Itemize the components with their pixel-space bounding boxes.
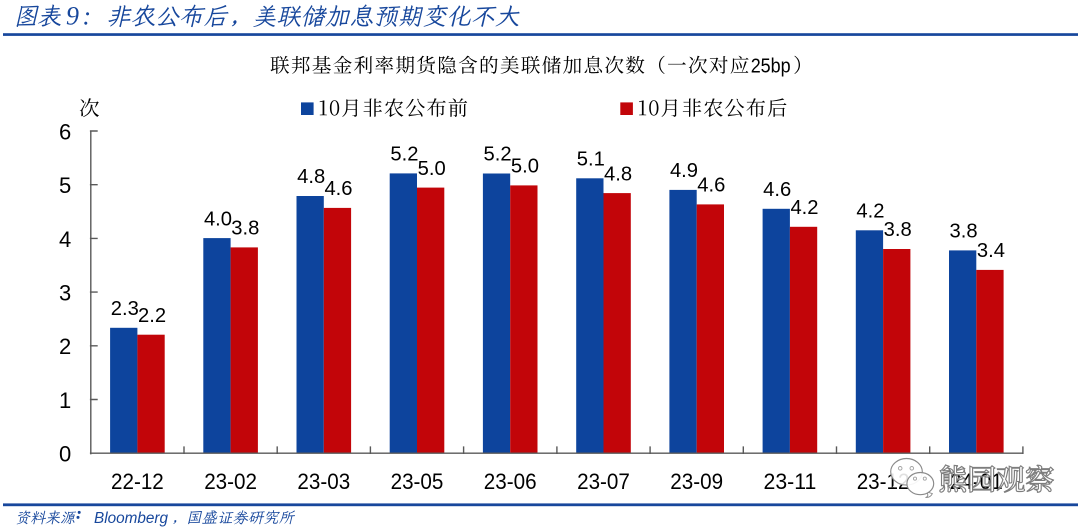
svg-text:3.8: 3.8 xyxy=(231,218,259,240)
svg-text:2.3: 2.3 xyxy=(111,298,139,320)
svg-text:5.2: 5.2 xyxy=(390,144,418,166)
svg-text:5.2: 5.2 xyxy=(484,144,512,166)
svg-text:5.1: 5.1 xyxy=(577,149,605,171)
svg-text:23-11: 23-11 xyxy=(764,469,817,494)
svg-text:5: 5 xyxy=(59,173,71,198)
svg-text:4: 4 xyxy=(59,227,71,252)
svg-text:4.0: 4.0 xyxy=(204,208,232,230)
svg-text:2: 2 xyxy=(59,334,71,359)
svg-text:9: 9 xyxy=(66,2,79,31)
svg-text:6: 6 xyxy=(59,119,71,144)
svg-text:1: 1 xyxy=(59,388,71,413)
svg-text:0: 0 xyxy=(59,442,71,467)
svg-text:4.6: 4.6 xyxy=(697,175,725,197)
svg-text:23-02: 23-02 xyxy=(204,469,257,494)
svg-text:3.8: 3.8 xyxy=(884,219,912,241)
svg-text:5.0: 5.0 xyxy=(418,158,446,180)
svg-text:3: 3 xyxy=(59,281,71,306)
svg-text:22-12: 22-12 xyxy=(111,469,164,494)
svg-text:23-07: 23-07 xyxy=(577,469,630,494)
svg-text:25bp: 25bp xyxy=(751,55,791,77)
svg-text:5.0: 5.0 xyxy=(511,156,539,178)
svg-text:3.8: 3.8 xyxy=(950,221,978,243)
svg-text:23-09: 23-09 xyxy=(670,469,723,494)
svg-text:4.6: 4.6 xyxy=(324,178,352,200)
svg-text:3.4: 3.4 xyxy=(977,240,1005,262)
svg-text:4.2: 4.2 xyxy=(790,197,818,219)
svg-text:4.9: 4.9 xyxy=(670,160,698,182)
svg-text:2.2: 2.2 xyxy=(138,305,166,327)
svg-text:23-05: 23-05 xyxy=(391,469,444,494)
svg-text::: : xyxy=(83,2,92,31)
svg-text:4.8: 4.8 xyxy=(297,166,325,188)
svg-text:4.8: 4.8 xyxy=(604,163,632,185)
svg-text:4.6: 4.6 xyxy=(763,179,791,201)
svg-text:23-06: 23-06 xyxy=(484,469,537,494)
svg-text:4.2: 4.2 xyxy=(856,201,884,223)
svg-text:Bloomberg: Bloomberg xyxy=(94,510,168,527)
svg-text:23-03: 23-03 xyxy=(297,469,350,494)
